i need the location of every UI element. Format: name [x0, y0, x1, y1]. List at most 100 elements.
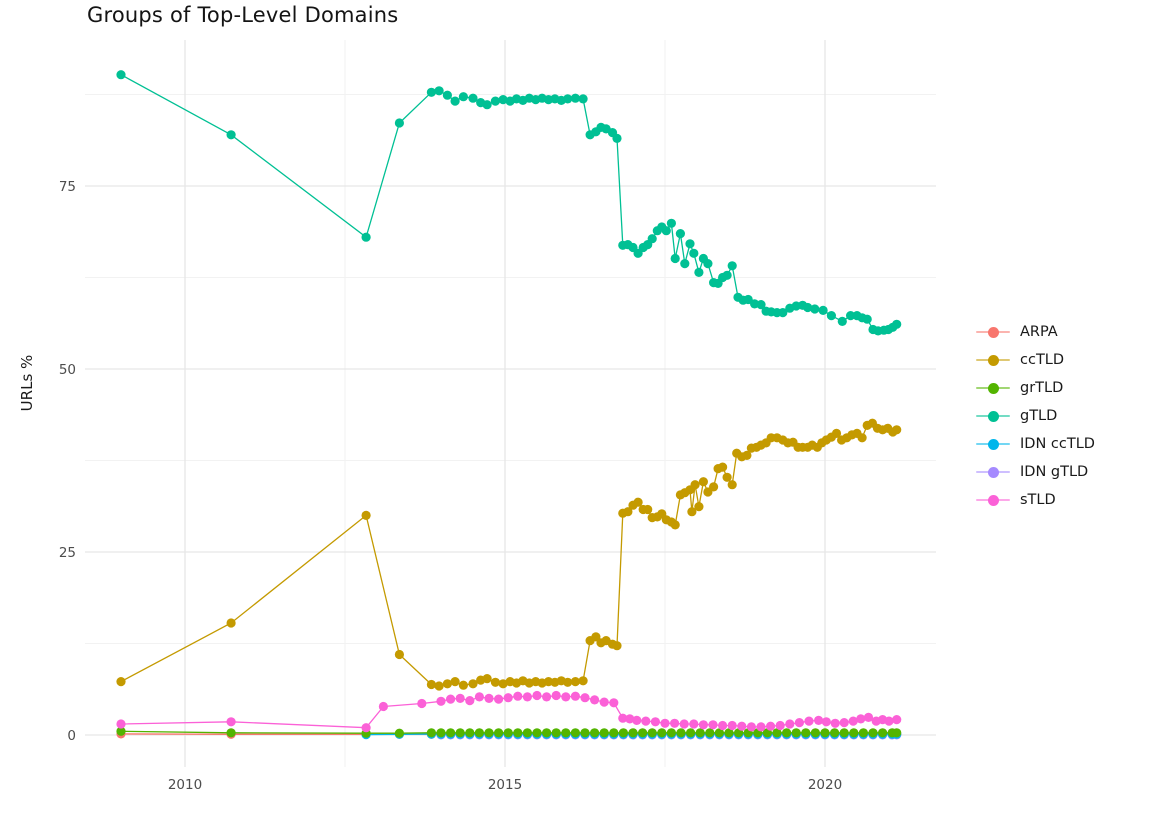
legend-item-grtld: grTLD: [976, 374, 1095, 402]
data-point: [839, 728, 849, 738]
data-point: [670, 253, 680, 264]
legend-item-idn-gtld: IDN gTLD: [976, 458, 1095, 486]
data-point: [434, 86, 444, 96]
data-point: [580, 693, 590, 703]
data-point: [694, 502, 704, 512]
legend-dot-icon: [987, 438, 999, 450]
data-point: [727, 720, 737, 731]
data-point: [361, 723, 371, 733]
data-point: [394, 118, 404, 128]
x-tick-label: 2010: [168, 777, 202, 793]
data-point: [446, 694, 456, 704]
data-point: [724, 728, 734, 738]
data-point: [826, 311, 837, 321]
data-point: [482, 674, 492, 684]
data-point: [590, 728, 600, 738]
data-point: [116, 70, 126, 80]
data-point: [785, 719, 795, 729]
data-point: [455, 728, 465, 738]
data-point: [561, 692, 571, 702]
data-point: [490, 677, 500, 687]
legend-item-idn-cctld: IDN ccTLD: [976, 430, 1095, 458]
y-tick-label: 50: [59, 362, 76, 378]
data-point: [532, 728, 542, 738]
data-point: [698, 477, 709, 487]
data-point: [436, 696, 446, 706]
data-point: [689, 719, 699, 729]
data-point: [695, 728, 705, 738]
data-point: [561, 728, 571, 738]
data-point: [513, 691, 523, 701]
data-point: [680, 259, 690, 269]
data-point: [727, 261, 737, 271]
data-point: [643, 504, 653, 515]
legend-key-icon: [976, 492, 1010, 508]
data-point: [532, 690, 542, 701]
chart-title: Groups of Top-Level Domains: [87, 3, 399, 27]
data-point: [458, 680, 468, 690]
data-point: [660, 718, 670, 728]
legend-item-stld: sTLD: [976, 486, 1095, 514]
data-point: [737, 721, 747, 731]
data-point: [417, 698, 427, 709]
data-point: [570, 728, 581, 738]
data-point: [830, 718, 840, 728]
data-point: [618, 728, 629, 738]
data-point: [698, 720, 709, 730]
data-point: [361, 510, 371, 520]
data-point: [670, 718, 680, 728]
data-point: [657, 728, 667, 738]
data-point: [687, 507, 697, 517]
data-point: [722, 472, 732, 482]
data-point: [821, 717, 831, 727]
legend-item-gtld: gTLD: [976, 402, 1095, 430]
data-point: [623, 507, 633, 517]
data-point: [551, 728, 561, 738]
data-point: [746, 722, 757, 732]
data-point: [468, 93, 478, 103]
legend-key-icon: [976, 380, 1010, 396]
data-point: [848, 716, 858, 726]
data-point: [810, 304, 820, 314]
data-point: [612, 133, 622, 143]
data-point: [772, 728, 782, 738]
data-point: [378, 701, 388, 712]
data-point: [862, 314, 872, 324]
legend-label: IDN gTLD: [1020, 464, 1089, 480]
legend-label: ARPA: [1020, 324, 1058, 340]
data-point: [892, 728, 902, 738]
data-point: [820, 728, 830, 738]
data-point: [632, 715, 642, 726]
data-point: [458, 92, 468, 102]
data-point: [625, 714, 635, 724]
data-point: [791, 728, 801, 738]
data-point: [718, 720, 728, 731]
legend-key-icon: [976, 464, 1010, 480]
data-point: [599, 728, 609, 738]
data-point: [590, 695, 600, 705]
data-point: [837, 316, 847, 326]
data-point: [878, 728, 888, 738]
data-point: [647, 234, 657, 244]
legend-item-cctld: ccTLD: [976, 346, 1095, 374]
data-point: [226, 618, 236, 628]
data-point: [647, 728, 657, 738]
data-point: [442, 679, 452, 689]
data-point: [756, 722, 766, 732]
data-point: [465, 696, 475, 706]
data-point: [679, 719, 689, 729]
data-point: [394, 728, 404, 738]
data-point: [542, 728, 552, 738]
data-point: [503, 693, 513, 703]
legend-dot-icon: [987, 326, 999, 338]
data-point: [612, 641, 622, 651]
data-point: [570, 677, 581, 687]
data-point: [426, 87, 436, 97]
data-point: [722, 270, 732, 280]
data-point: [498, 95, 508, 105]
data-point: [226, 717, 236, 727]
data-point: [690, 480, 700, 490]
data-point: [892, 715, 902, 725]
legend-key-icon: [976, 352, 1010, 368]
